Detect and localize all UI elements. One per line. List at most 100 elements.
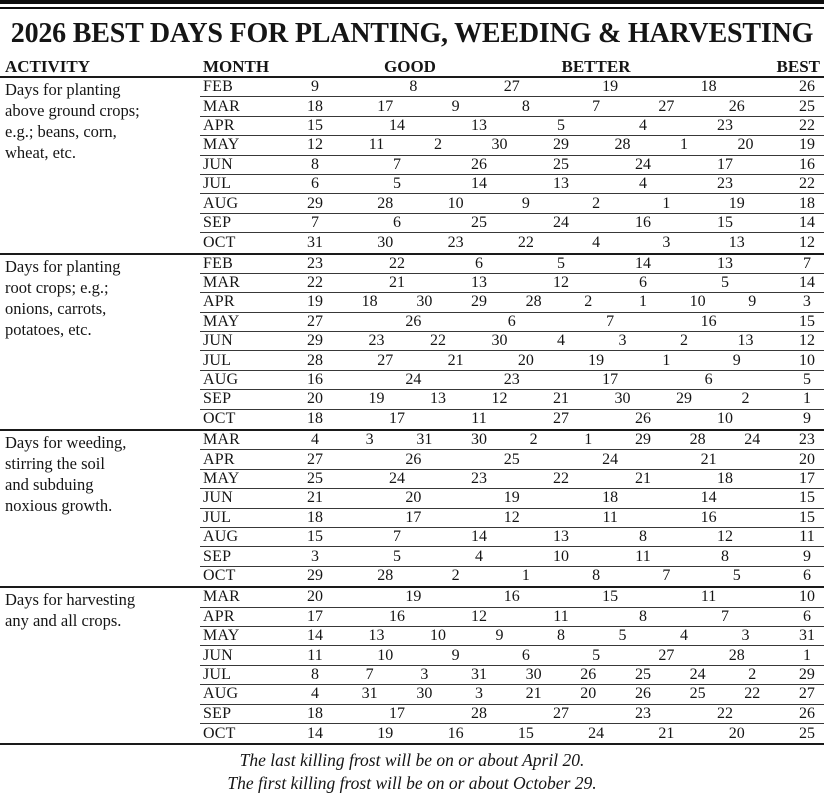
day-number: 13 [368, 627, 385, 645]
day-numbers: 17 16 12 11 8 7 6 [300, 608, 824, 626]
top-rule-thick [0, 0, 824, 4]
day-number: 15 [517, 724, 534, 742]
day-number: 27 [377, 351, 394, 369]
day-number: 19 [799, 136, 815, 154]
month-label: SEP [203, 390, 232, 408]
day-number: 10 [798, 351, 815, 369]
month-row: FEB 9 8 27 19 18 26 [200, 78, 824, 98]
day-number: 14 [307, 724, 323, 742]
day-number: 14 [471, 175, 487, 193]
day-number: 15 [307, 528, 323, 546]
day-number: 13 [430, 390, 446, 408]
month-label: MAY [203, 627, 240, 645]
day-number: 21 [389, 274, 405, 292]
day-number: 27 [798, 685, 815, 703]
day-number: 3 [474, 685, 483, 703]
day-number: 13 [553, 175, 569, 193]
day-number: 24 [405, 371, 422, 389]
day-number: 31 [307, 233, 323, 251]
day-number: 25 [689, 685, 706, 703]
day-number: 9 [803, 410, 811, 428]
day-number: 23 [717, 175, 733, 193]
day-numbers: 27 26 6 7 16 15 [300, 313, 824, 331]
day-number: 5 [557, 116, 565, 134]
day-number: 26 [728, 97, 745, 115]
month-label: MAY [203, 470, 240, 487]
month-label: MAR [203, 431, 241, 449]
day-number: 16 [389, 607, 405, 625]
day-number: 10 [377, 646, 394, 664]
day-number: 4 [680, 627, 688, 645]
month-label: JUN [203, 646, 233, 664]
day-number: 8 [311, 665, 319, 683]
day-numbers: 11 10 9 6 5 27 28 1 [300, 647, 824, 665]
day-number: 19 [307, 293, 323, 311]
month-row: AUG 4 31 30 3 21 20 26 25 22 27 [200, 685, 824, 705]
month-row: MAR 18 17 9 8 7 27 26 25 [200, 97, 824, 117]
month-label: JUN [203, 332, 233, 350]
day-number: 7 [606, 312, 615, 330]
month-label: JUN [203, 489, 233, 507]
month-label: MAR [203, 274, 241, 292]
day-number: 1 [638, 293, 647, 311]
month-row: OCT 14 19 16 15 24 21 20 25 [200, 724, 824, 743]
day-number: 29 [307, 567, 323, 585]
month-label: FEB [203, 254, 233, 272]
month-label: MAR [203, 97, 241, 115]
day-number: 18 [361, 293, 378, 311]
day-number: 9 [451, 646, 460, 664]
day-number: 28 [471, 704, 487, 722]
column-header-month: MONTH [203, 57, 270, 76]
month-row: JUL 28 27 21 20 19 1 9 10 [200, 351, 824, 371]
activity-text-line: potatoes, etc. [5, 319, 92, 339]
column-header-row: ACTIVITY MONTH GOOD BETTER BEST [0, 57, 824, 78]
day-number: 29 [798, 665, 815, 683]
month-row: JUL 18 17 12 11 16 15 [200, 509, 824, 528]
day-number: 15 [307, 116, 323, 134]
month-label: APR [203, 450, 235, 468]
day-number: 29 [470, 293, 487, 311]
day-number: 1 [802, 646, 811, 664]
day-numbers: 4 3 31 30 2 1 29 28 24 23 [300, 431, 824, 449]
day-numbers: 29 28 2 1 8 7 5 6 [300, 567, 824, 585]
day-number: 9 [803, 547, 811, 565]
month-label: AUG [203, 528, 239, 546]
day-number: 6 [802, 567, 811, 585]
day-number: 28 [307, 351, 323, 369]
day-number: 12 [491, 390, 508, 408]
day-number: 2 [741, 390, 750, 408]
day-number: 23 [307, 254, 323, 272]
day-numbers: 8 7 3 31 30 26 25 24 2 29 [300, 666, 824, 684]
day-number: 22 [389, 254, 405, 272]
last-frost-note: The last killing frost will be on or abo… [239, 750, 585, 771]
day-number: 14 [799, 274, 815, 292]
day-number: 17 [389, 410, 405, 428]
day-number: 26 [405, 450, 422, 468]
activity-section: Days for planting above ground crops; e.g.… [0, 78, 824, 255]
day-number: 24 [553, 213, 569, 231]
day-number: 3 [311, 547, 319, 565]
month-label: SEP [203, 547, 232, 565]
day-numbers: 4 31 30 3 21 20 26 25 22 27 [300, 685, 824, 703]
day-number: 19 [728, 194, 745, 212]
day-number: 28 [377, 194, 394, 212]
month-label: OCT [203, 410, 236, 428]
day-number: 1 [680, 136, 688, 154]
day-number: 14 [635, 254, 651, 272]
day-number: 2 [748, 665, 757, 683]
month-row: SEP 3 5 4 10 11 8 9 [200, 547, 824, 567]
day-number: 16 [635, 213, 651, 231]
day-number: 18 [307, 704, 323, 722]
day-number: 4 [592, 233, 601, 251]
day-number: 20 [737, 136, 754, 154]
day-number: 13 [553, 528, 569, 546]
activity-text-line: above ground crops; [5, 101, 140, 120]
day-number: 25 [634, 665, 651, 683]
day-number: 3 [365, 431, 374, 449]
activity-text-line: any and all crops. [5, 611, 122, 631]
day-numbers: 8 7 26 25 24 17 16 [300, 156, 824, 174]
day-number: 7 [592, 97, 601, 115]
day-number: 24 [588, 724, 605, 742]
day-number: 13 [471, 274, 487, 292]
day-number: 29 [676, 390, 692, 408]
